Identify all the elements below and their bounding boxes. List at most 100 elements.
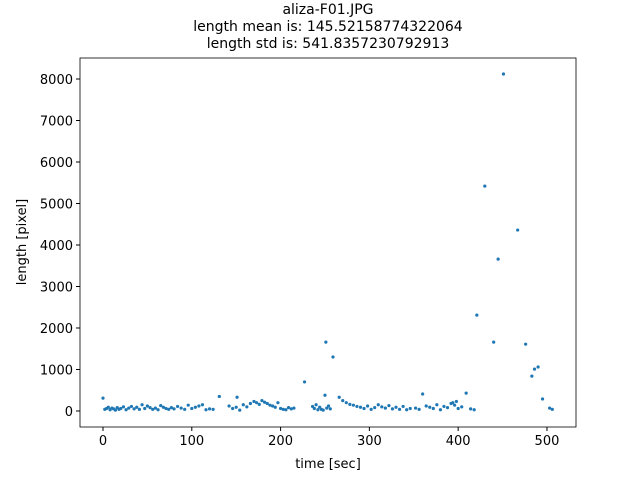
x-tick-label: 300 <box>357 434 382 449</box>
point <box>376 403 380 407</box>
x-tick-label: 200 <box>268 434 293 449</box>
point <box>231 406 235 411</box>
chart-title: length mean is: 145.52158774322064 <box>193 19 463 35</box>
point <box>265 401 269 406</box>
point <box>428 405 432 409</box>
point <box>234 405 238 409</box>
point <box>456 406 460 411</box>
point <box>227 404 231 408</box>
point <box>548 406 552 410</box>
point <box>273 405 277 409</box>
point <box>453 403 457 407</box>
point <box>235 395 239 399</box>
point <box>255 401 259 405</box>
point <box>464 391 468 395</box>
point <box>408 406 412 411</box>
point <box>284 408 288 412</box>
point <box>314 403 318 407</box>
point <box>501 72 506 76</box>
point <box>101 396 105 400</box>
point <box>257 402 261 406</box>
y-axis-label: length [pixel] <box>15 199 30 285</box>
point <box>204 408 208 412</box>
point <box>337 395 341 399</box>
point <box>516 228 520 232</box>
point <box>383 406 387 410</box>
point <box>390 407 395 411</box>
point <box>151 407 155 411</box>
point <box>148 406 152 410</box>
point <box>278 406 283 411</box>
x-axis-label: time [sec] <box>295 457 361 472</box>
point <box>355 404 359 409</box>
point <box>310 404 315 409</box>
point <box>524 342 528 346</box>
point <box>292 406 296 410</box>
point <box>536 365 540 369</box>
point <box>248 401 252 406</box>
x-tick-label: 100 <box>179 434 204 449</box>
x-tick-label: 400 <box>446 434 471 449</box>
point <box>190 406 194 411</box>
point <box>321 408 325 412</box>
point <box>135 405 139 409</box>
point <box>530 374 534 378</box>
y-tick-label: 0 <box>65 405 73 420</box>
point <box>362 406 366 411</box>
point <box>324 340 328 344</box>
point <box>492 340 496 344</box>
point <box>438 408 443 412</box>
x-tick-label: 500 <box>535 434 560 449</box>
point <box>366 404 370 408</box>
point <box>380 405 384 409</box>
point <box>469 407 473 411</box>
point <box>387 403 391 408</box>
chart-title: aliza-F01.JPG <box>282 2 373 18</box>
point <box>113 408 118 412</box>
point <box>442 404 446 409</box>
y-tick-label: 6000 <box>40 156 73 171</box>
point <box>475 313 479 317</box>
point <box>270 404 275 408</box>
point <box>245 405 249 409</box>
point <box>132 407 136 411</box>
point <box>540 397 545 401</box>
point <box>197 404 201 408</box>
point <box>483 184 487 188</box>
x-tick-label: 0 <box>99 434 107 449</box>
point <box>323 393 327 397</box>
point <box>451 401 455 405</box>
point <box>325 406 329 410</box>
point <box>252 399 256 404</box>
point <box>331 355 335 359</box>
point <box>207 407 212 411</box>
point <box>156 408 160 412</box>
point <box>496 257 500 261</box>
point <box>312 406 316 411</box>
y-tick-label: 8000 <box>40 73 73 88</box>
point <box>328 407 332 411</box>
point <box>268 403 272 407</box>
point <box>238 408 242 412</box>
point <box>263 400 267 404</box>
point <box>289 407 293 411</box>
point <box>318 405 322 409</box>
point <box>435 403 439 407</box>
point <box>140 403 144 407</box>
point <box>550 407 554 411</box>
point <box>169 406 173 410</box>
plot-frame <box>79 57 577 428</box>
point <box>424 404 428 408</box>
point <box>211 407 215 411</box>
point <box>127 406 131 410</box>
point <box>241 403 245 407</box>
y-tick-label: 3000 <box>40 280 73 295</box>
point <box>183 407 187 411</box>
point <box>137 407 142 411</box>
point <box>281 407 285 411</box>
point <box>472 408 476 412</box>
point <box>106 405 110 409</box>
point <box>417 407 421 411</box>
point <box>401 404 405 409</box>
